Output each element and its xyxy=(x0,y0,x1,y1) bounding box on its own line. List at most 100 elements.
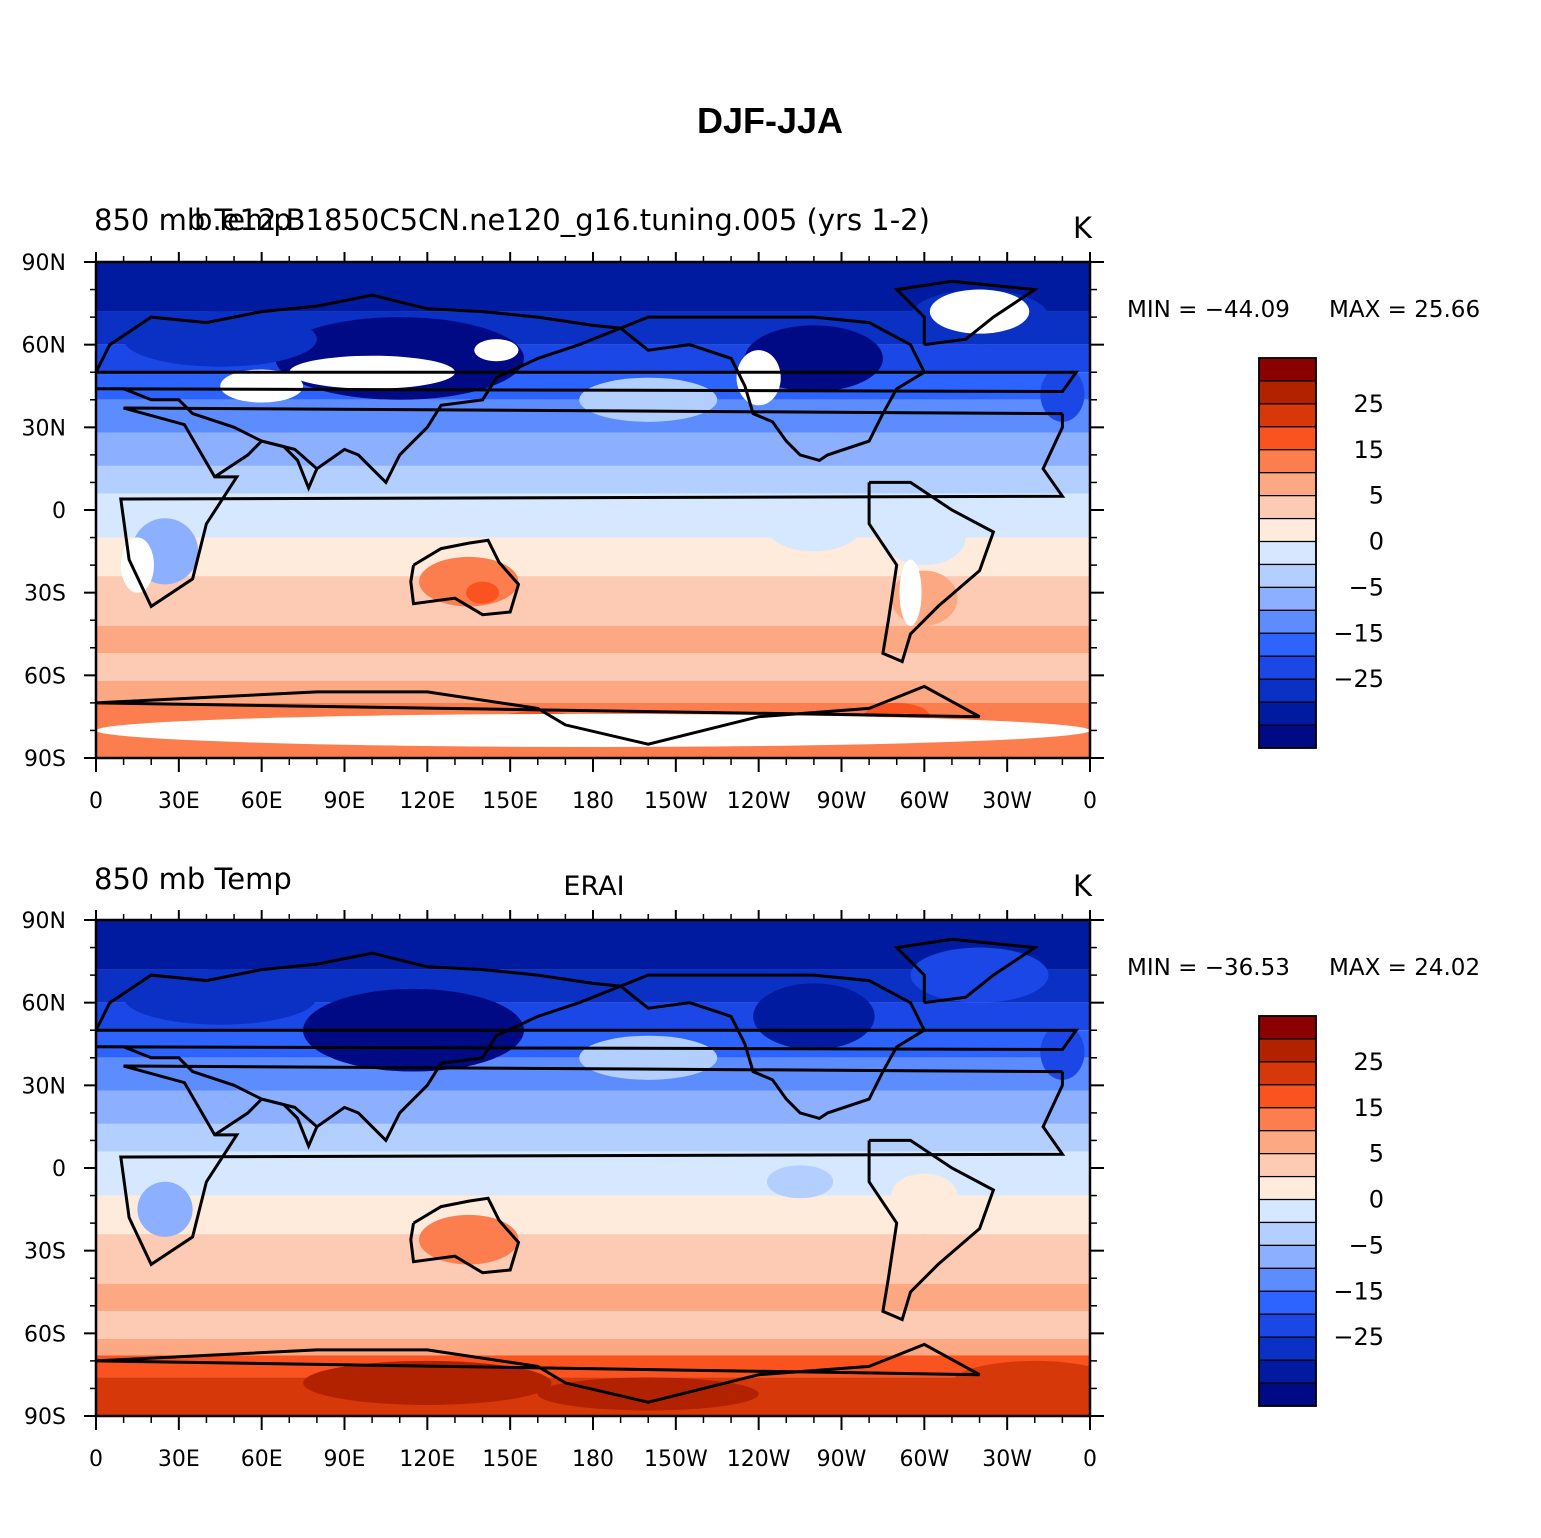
x-tick-label: 0 xyxy=(1083,1447,1097,1472)
x-tick-label: 180 xyxy=(572,789,614,814)
y-tick-label: 90N xyxy=(22,251,66,276)
colorbar-swatch xyxy=(1258,1084,1317,1109)
field-band xyxy=(96,1123,1090,1152)
panel-model-axes: 0 30E 60E 90E 120E 150E 180 150W 120W 90W 60W 30W 09… xyxy=(22,251,1104,814)
panel-obs-max: MAX = 24.02 xyxy=(1329,955,1480,981)
y-tick-label: 90S xyxy=(24,1405,66,1430)
colorbar-swatch xyxy=(1258,1153,1317,1178)
panel-model-left-label: 850 mb Temp xyxy=(94,203,292,237)
coastline xyxy=(409,538,521,617)
colorbar-tick-label: −5 xyxy=(1349,573,1384,601)
colorbar-swatch xyxy=(1258,472,1317,497)
colorbar-swatch xyxy=(1258,1015,1317,1040)
colorbar-swatch xyxy=(1258,1267,1317,1292)
missing-data-region xyxy=(899,559,922,626)
panel-obs-units: K xyxy=(1073,869,1093,903)
field-region xyxy=(882,510,966,566)
panel-obs-left-label: 850 mb Temp xyxy=(94,862,292,896)
colorbar-tick-label: −15 xyxy=(1333,619,1384,647)
x-tick-label: 0 xyxy=(89,789,103,814)
colorbar-swatch xyxy=(1258,1130,1317,1155)
field-band xyxy=(96,680,1090,703)
coastline xyxy=(893,279,1040,347)
panel-model-center-label: b.e12.B1850C5CN.ne120_g16.tuning.005 (yr… xyxy=(194,203,930,237)
coastline xyxy=(213,1097,319,1150)
colorbar-tick-label: 25 xyxy=(1353,390,1384,418)
x-tick-label: 0 xyxy=(89,1447,103,1472)
x-tick-label: 120W xyxy=(727,789,791,814)
y-tick-label: 90S xyxy=(24,747,66,772)
colorbar-tick-label: 5 xyxy=(1369,1140,1384,1168)
field-region xyxy=(465,581,500,604)
y-tick-label: 60N xyxy=(22,334,66,359)
panel-model-max: MAX = 25.66 xyxy=(1329,297,1480,323)
colorbar-swatch xyxy=(1258,1107,1317,1132)
field-region xyxy=(419,556,519,607)
colorbar-swatch xyxy=(1258,1336,1317,1361)
colorbar-swatch xyxy=(1258,1244,1317,1269)
panel-obs-axes: 0 30E 60E 90E 120E 150E 180 150W 120W 90W 60W 30W 09… xyxy=(22,909,1104,1472)
field-region xyxy=(419,1214,519,1265)
panel-model: 850 mb Temp b.e12.B1850C5CN.ne120_g16.tu… xyxy=(22,203,1481,814)
y-tick-label: 60S xyxy=(24,1322,66,1347)
x-tick-label: 30W xyxy=(982,789,1032,814)
coastline xyxy=(96,293,1080,485)
field-band xyxy=(96,653,1090,681)
panel-obs-field xyxy=(96,920,1090,1416)
figure-title: DJF-JJA xyxy=(697,100,843,141)
coastline xyxy=(619,315,927,463)
missing-data-region xyxy=(474,339,519,362)
colorbar-swatch xyxy=(1258,609,1317,634)
y-tick-label: 30S xyxy=(24,1240,66,1265)
colorbar-swatch xyxy=(1258,517,1317,543)
x-tick-label: 150E xyxy=(482,789,538,814)
missing-data-region xyxy=(929,289,1030,334)
x-tick-label: 150W xyxy=(644,789,708,814)
panel-model-units: K xyxy=(1073,211,1093,245)
x-tick-label: 180 xyxy=(572,1447,614,1472)
coastline xyxy=(96,951,1080,1143)
x-tick-label: 90W xyxy=(817,789,867,814)
colorbar-swatch xyxy=(1258,1198,1317,1224)
coastline xyxy=(867,480,996,664)
colorbar-tick-label: −5 xyxy=(1349,1231,1384,1259)
colorbar-tick-label: −15 xyxy=(1333,1277,1384,1305)
coastline xyxy=(893,937,1040,1005)
y-tick-label: 0 xyxy=(52,1157,66,1182)
panel-model-colorbar: 25 15 5 0 −5 −15 −25 xyxy=(1258,357,1384,749)
coastline xyxy=(96,684,981,746)
field-region xyxy=(537,1377,759,1411)
y-tick-label: 0 xyxy=(52,499,66,524)
x-tick-label: 30W xyxy=(982,1447,1032,1472)
colorbar-swatch xyxy=(1258,655,1317,680)
field-region xyxy=(891,1173,958,1218)
panel-obs-center-label: ERAI xyxy=(563,871,624,902)
y-tick-label: 30N xyxy=(22,416,66,441)
x-tick-label: 90E xyxy=(324,1447,366,1472)
colorbar-tick-label: −25 xyxy=(1333,1323,1384,1351)
coastline xyxy=(619,973,927,1121)
colorbar-tick-label: 5 xyxy=(1369,482,1384,510)
field-region xyxy=(753,983,875,1050)
colorbar-swatch xyxy=(1258,449,1317,474)
y-tick-label: 60S xyxy=(24,664,66,689)
colorbar-swatch xyxy=(1258,563,1317,589)
colorbar-swatch xyxy=(1258,1290,1317,1315)
colorbar-swatch xyxy=(1258,540,1317,566)
x-tick-label: 90W xyxy=(817,1447,867,1472)
colorbar-swatch xyxy=(1258,380,1317,405)
x-tick-label: 60W xyxy=(899,1447,949,1472)
y-tick-label: 60N xyxy=(22,992,66,1017)
x-tick-label: 30E xyxy=(158,789,200,814)
field-region xyxy=(303,1360,552,1405)
colorbar-frame xyxy=(1258,357,1317,749)
colorbar-swatch xyxy=(1258,357,1317,382)
colorbar-swatch xyxy=(1258,632,1317,657)
panel-model-min: MIN = −44.09 xyxy=(1127,297,1290,323)
panel-model-field xyxy=(96,262,1090,758)
y-tick-label: 30S xyxy=(24,582,66,607)
field-region xyxy=(579,1035,718,1080)
colorbar-swatch xyxy=(1258,426,1317,451)
x-tick-label: 60W xyxy=(899,789,949,814)
colorbar-swatch xyxy=(1258,701,1317,726)
